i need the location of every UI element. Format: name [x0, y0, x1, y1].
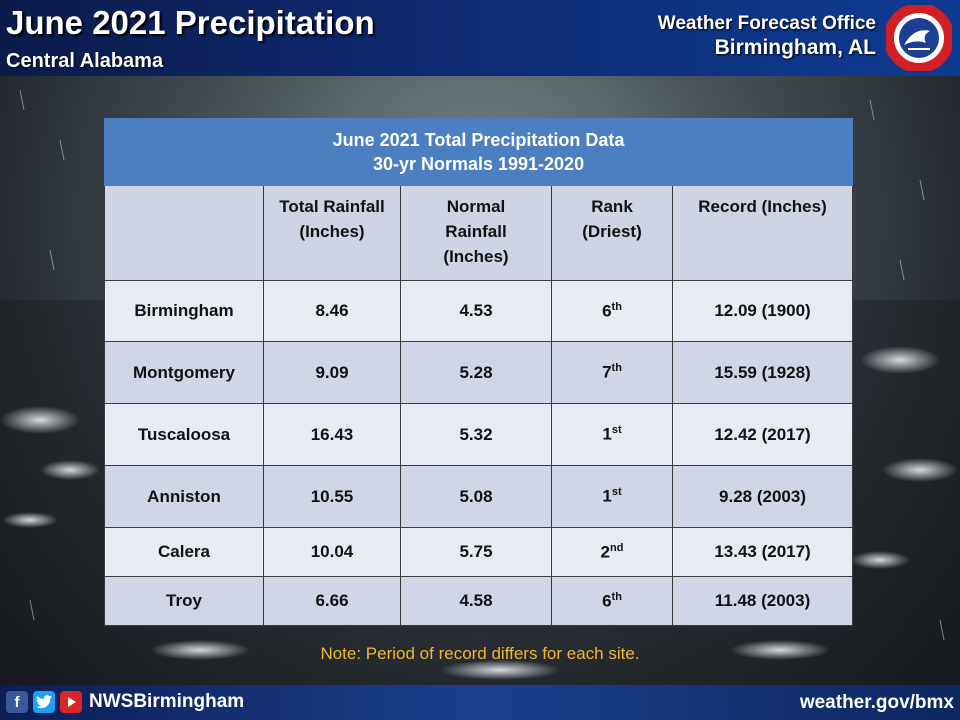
column-header-text: (Driest)	[582, 222, 642, 241]
rank-cell: 7th	[551, 341, 673, 404]
record-note: Note: Period of record differs for each …	[320, 644, 640, 663]
rank-cell: 6th	[551, 280, 673, 342]
column-header-site	[104, 185, 264, 281]
rank-suffix: th	[611, 300, 622, 313]
site-name: Birmingham	[104, 280, 264, 342]
rank-number: 2	[600, 542, 610, 562]
normal-rainfall: 4.53	[400, 280, 552, 342]
page-title: June 2021 Precipitation	[6, 4, 375, 41]
record-value: 9.28 (2003)	[671, 465, 854, 528]
rank-number: 7	[602, 362, 612, 382]
youtube-icon[interactable]	[60, 691, 82, 713]
table-title-line1: June 2021 Total Precipitation Data	[332, 130, 625, 150]
record-value: 12.42 (2017)	[671, 403, 854, 466]
record-value: 15.59 (1928)	[671, 341, 854, 404]
rank-number: 6	[602, 301, 612, 321]
column-header-text: Total Rainfall	[279, 197, 385, 216]
column-header-text: Rainfall	[445, 222, 507, 241]
column-header-total-rainfall: Total Rainfall (Inches)	[263, 185, 401, 281]
rank-number: 6	[602, 591, 612, 611]
office-city: Birmingham, AL	[714, 36, 876, 59]
column-header-text: Record (Inches)	[698, 197, 827, 216]
site-name: Troy	[104, 576, 264, 626]
table-title-row: June 2021 Total Precipitation Data 30-yr…	[103, 118, 854, 186]
precipitation-table: June 2021 Total Precipitation Data 30-yr…	[103, 118, 854, 626]
column-header-row: Total Rainfall (Inches) Normal Rainfall …	[104, 185, 854, 281]
record-value: 11.48 (2003)	[671, 576, 854, 626]
table-row: Calera 10.04 5.75 2nd 13.43 (2017)	[104, 527, 854, 577]
normal-rainfall: 5.32	[400, 403, 552, 466]
column-header-text: Normal	[446, 197, 506, 216]
normal-rainfall: 5.28	[400, 341, 552, 404]
normal-rainfall: 4.58	[400, 576, 552, 626]
rank-suffix: nd	[610, 541, 624, 554]
rank-number: 1	[602, 486, 612, 506]
total-rainfall: 8.46	[263, 280, 401, 342]
total-rainfall: 6.66	[263, 576, 401, 626]
table-row: Troy 6.66 4.58 6th 11.48 (2003)	[104, 576, 854, 626]
column-header-rank: Rank (Driest)	[551, 185, 673, 281]
site-name: Tuscaloosa	[104, 403, 264, 466]
rank-suffix: th	[611, 362, 622, 375]
total-rainfall: 9.09	[263, 341, 401, 404]
total-rainfall: 10.55	[263, 465, 401, 528]
rank-cell: 1st	[551, 403, 673, 466]
social-links: f NWSBirmingham	[6, 691, 244, 713]
social-handle[interactable]: NWSBirmingham	[89, 691, 245, 712]
table-row: Birmingham 8.46 4.53 6th 12.09 (1900)	[104, 280, 854, 342]
site-name: Anniston	[104, 465, 264, 528]
facebook-icon[interactable]: f	[6, 691, 28, 713]
website-link[interactable]: weather.gov/bmx	[799, 692, 954, 713]
total-rainfall: 10.04	[263, 527, 401, 577]
record-value: 13.43 (2017)	[671, 527, 854, 577]
column-header-record: Record (Inches)	[671, 185, 854, 281]
rank-suffix: th	[611, 590, 622, 603]
site-name: Calera	[104, 527, 264, 577]
header-bar: June 2021 Precipitation Central Alabama …	[0, 0, 960, 76]
rank-suffix: st	[611, 486, 622, 499]
rank-number: 1	[602, 424, 612, 444]
normal-rainfall: 5.75	[400, 527, 552, 577]
record-value: 12.09 (1900)	[671, 280, 854, 342]
normal-rainfall: 5.08	[400, 465, 552, 528]
site-name: Montgomery	[104, 341, 264, 404]
rank-cell: 6th	[551, 576, 673, 626]
table-row: Montgomery 9.09 5.28 7th 15.59 (1928)	[104, 341, 854, 404]
footer-bar: f NWSBirmingham weather.gov/bmx	[0, 685, 960, 720]
table-row: Tuscaloosa 16.43 5.32 1st 12.42 (2017)	[104, 403, 854, 466]
nws-logo	[886, 5, 952, 71]
table-title: June 2021 Total Precipitation Data 30-yr…	[103, 118, 854, 186]
rank-suffix: st	[611, 424, 622, 437]
office-label: Weather Forecast Office	[657, 13, 876, 34]
column-header-text: (Inches)	[443, 247, 509, 266]
total-rainfall: 16.43	[263, 403, 401, 466]
rank-cell: 1st	[551, 465, 673, 528]
page-subtitle: Central Alabama	[6, 50, 164, 72]
rank-cell: 2nd	[551, 527, 673, 577]
column-header-normal-rainfall: Normal Rainfall (Inches)	[400, 185, 552, 281]
column-header-text: Rank	[591, 197, 633, 216]
table-title-line2: 30-yr Normals 1991-2020	[372, 154, 585, 174]
column-header-text: (Inches)	[299, 222, 365, 241]
table-row: Anniston 10.55 5.08 1st 9.28 (2003)	[104, 465, 854, 528]
twitter-icon[interactable]	[33, 691, 55, 713]
